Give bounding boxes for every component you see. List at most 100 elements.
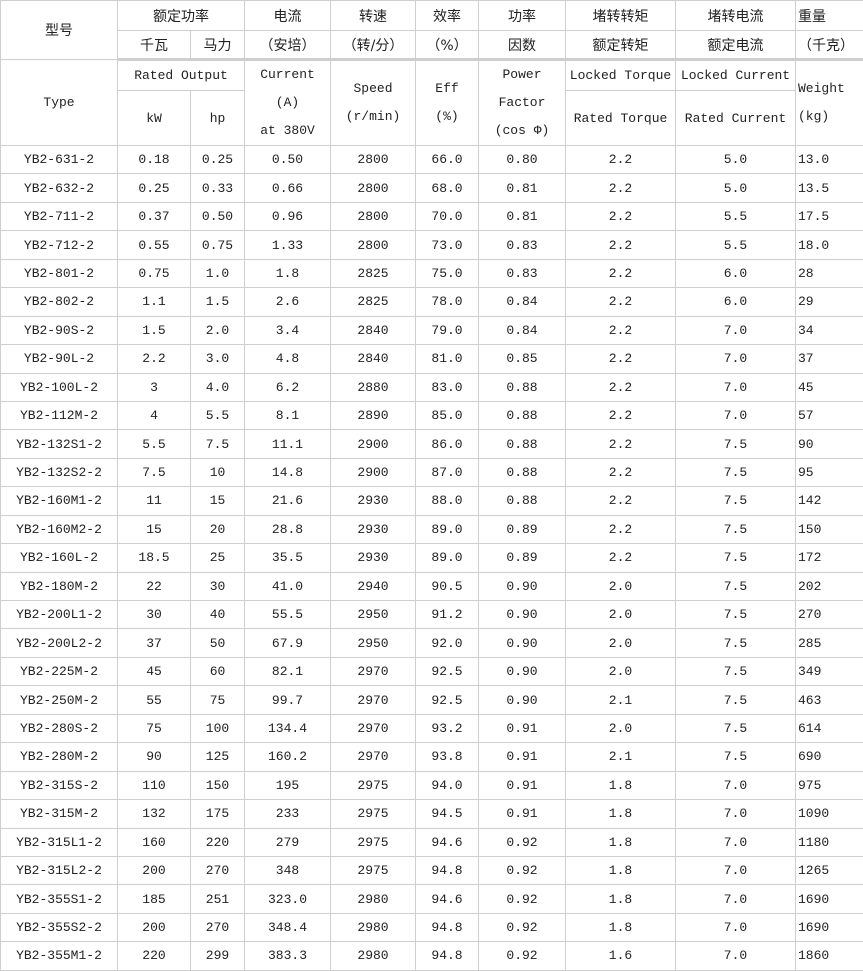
cell-weight: 29: [796, 288, 863, 316]
pf-label-1: Power: [479, 61, 565, 89]
cell-weight: 463: [796, 686, 863, 714]
current-unit: (A): [245, 89, 330, 117]
cell-torque-ratio: 2.2: [566, 146, 676, 174]
cell-weight: 1265: [796, 856, 863, 884]
cell-current-ratio: 7.0: [676, 942, 796, 970]
pf-label-2: Factor: [479, 89, 565, 117]
header-locked-current-cn: 堵转电流: [676, 1, 796, 31]
cell-weight: 37: [796, 345, 863, 373]
cell-current-ratio: 5.0: [676, 146, 796, 174]
cell-current: 14.8: [245, 458, 331, 486]
cell-type: YB2-160L-2: [1, 544, 118, 572]
cell-current: 0.50: [245, 146, 331, 174]
cell-power-factor: 0.92: [479, 942, 566, 970]
cell-eff: 83.0: [416, 373, 479, 401]
cell-kw: 185: [118, 885, 191, 913]
cell-weight: 57: [796, 401, 863, 429]
cell-current-ratio: 7.5: [676, 544, 796, 572]
cell-power-factor: 0.88: [479, 373, 566, 401]
cell-kw: 7.5: [118, 458, 191, 486]
cell-torque-ratio: 1.8: [566, 828, 676, 856]
cell-eff: 68.0: [416, 174, 479, 202]
cell-current-ratio: 7.0: [676, 373, 796, 401]
cell-type: YB2-711-2: [1, 202, 118, 230]
cell-eff: 88.0: [416, 487, 479, 515]
cell-hp: 1.0: [191, 259, 245, 287]
cell-kw: 3: [118, 373, 191, 401]
header-locked-current-en: Locked Current: [676, 60, 796, 91]
cell-hp: 20: [191, 515, 245, 543]
cell-current: 134.4: [245, 714, 331, 742]
cell-current-ratio: 7.0: [676, 885, 796, 913]
cell-kw: 22: [118, 572, 191, 600]
cell-weight: 1690: [796, 913, 863, 941]
speed-label: Speed: [331, 75, 415, 103]
cell-torque-ratio: 1.8: [566, 856, 676, 884]
cell-torque-ratio: 2.2: [566, 202, 676, 230]
cell-current-ratio: 7.5: [676, 601, 796, 629]
cell-current: 383.3: [245, 942, 331, 970]
cell-hp: 150: [191, 771, 245, 799]
cell-current-ratio: 7.5: [676, 743, 796, 771]
cell-speed: 2900: [331, 430, 416, 458]
header-current-unit-cn: （安培）: [245, 31, 331, 60]
cell-type: YB2-90L-2: [1, 345, 118, 373]
cell-eff: 66.0: [416, 146, 479, 174]
header-rated-current-cn: 额定电流: [676, 31, 796, 60]
cell-hp: 25: [191, 544, 245, 572]
cell-torque-ratio: 2.1: [566, 686, 676, 714]
cell-power-factor: 0.90: [479, 657, 566, 685]
cell-weight: 614: [796, 714, 863, 742]
cell-speed: 2800: [331, 174, 416, 202]
header-current-en: Current(A)at 380V: [245, 60, 331, 146]
cell-weight: 13.0: [796, 146, 863, 174]
cell-current-ratio: 5.0: [676, 174, 796, 202]
cell-type: YB2-355M1-2: [1, 942, 118, 970]
header-kw-en: kW: [118, 91, 191, 146]
header-speed-unit-cn: （转/分）: [331, 31, 416, 60]
cell-type: YB2-180M-2: [1, 572, 118, 600]
cell-type: YB2-802-2: [1, 288, 118, 316]
cell-speed: 2825: [331, 259, 416, 287]
cell-hp: 270: [191, 913, 245, 941]
cell-current: 348.4: [245, 913, 331, 941]
cell-eff: 79.0: [416, 316, 479, 344]
speed-unit: (r/min): [331, 103, 415, 131]
cell-current-ratio: 7.5: [676, 572, 796, 600]
cell-weight: 13.5: [796, 174, 863, 202]
cell-hp: 125: [191, 743, 245, 771]
cell-torque-ratio: 2.2: [566, 544, 676, 572]
cell-power-factor: 0.91: [479, 800, 566, 828]
cell-current-ratio: 7.0: [676, 345, 796, 373]
cell-speed: 2825: [331, 288, 416, 316]
header-type-en: Type: [1, 60, 118, 146]
cell-kw: 1.1: [118, 288, 191, 316]
cell-speed: 2840: [331, 345, 416, 373]
cell-hp: 1.5: [191, 288, 245, 316]
cell-eff: 94.8: [416, 913, 479, 941]
cell-weight: 90: [796, 430, 863, 458]
cell-current: 0.66: [245, 174, 331, 202]
cell-weight: 270: [796, 601, 863, 629]
cell-hp: 0.25: [191, 146, 245, 174]
cell-current-ratio: 7.5: [676, 686, 796, 714]
cell-torque-ratio: 2.2: [566, 487, 676, 515]
cell-speed: 2980: [331, 942, 416, 970]
cell-current: 11.1: [245, 430, 331, 458]
cell-current: 82.1: [245, 657, 331, 685]
cell-weight: 1180: [796, 828, 863, 856]
cell-type: YB2-132S1-2: [1, 430, 118, 458]
cell-type: YB2-632-2: [1, 174, 118, 202]
header-eff-cn: 效率: [416, 1, 479, 31]
header-current-cn: 电流: [245, 1, 331, 31]
cell-eff: 87.0: [416, 458, 479, 486]
